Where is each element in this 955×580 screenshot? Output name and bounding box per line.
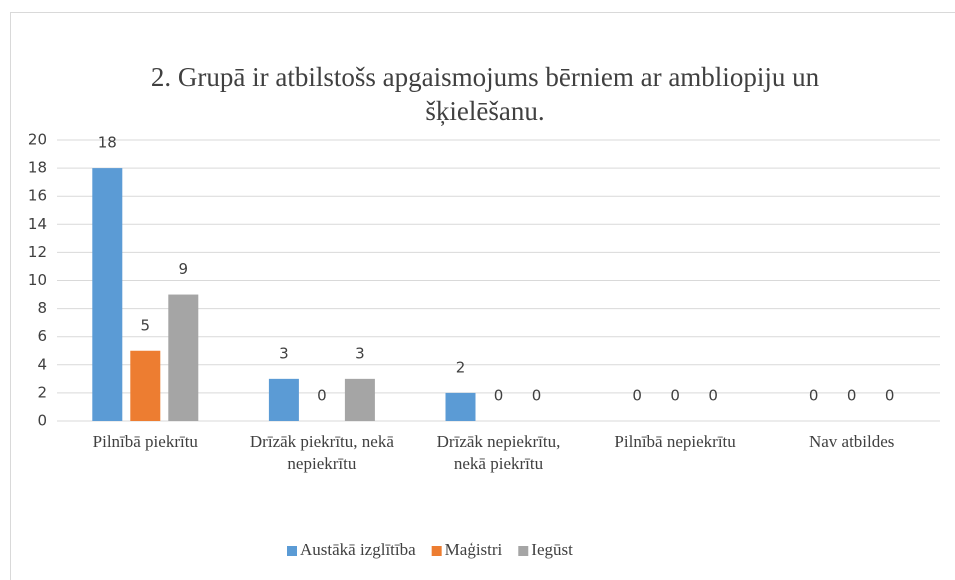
bar: [92, 168, 123, 421]
x-tick-label: Pilnībā piekrītu: [92, 432, 198, 451]
data-label: 18: [98, 134, 117, 152]
y-tick-label: 20: [28, 131, 47, 149]
y-tick-label: 18: [28, 159, 47, 177]
data-label: 9: [179, 260, 189, 278]
data-label: 0: [885, 387, 895, 405]
y-tick-label: 6: [37, 327, 47, 345]
data-label: 3: [355, 344, 365, 362]
bar: [268, 378, 299, 421]
data-label: 0: [670, 387, 680, 405]
legend-label: Iegūst: [531, 540, 573, 559]
data-label: 5: [141, 316, 151, 334]
bar: [445, 392, 476, 421]
y-tick-label: 16: [28, 187, 47, 205]
y-tick-label: 12: [28, 243, 47, 261]
bar: [168, 294, 199, 421]
data-label: 0: [708, 387, 718, 405]
x-tick-label: Drīzāk nepiekrītu, nekā piekrītu: [436, 432, 561, 473]
chart-frame: [10, 12, 955, 580]
data-label: 0: [632, 387, 642, 405]
x-tick-label: Pilnībā nepiekrītu: [614, 432, 736, 451]
y-tick-label: 14: [28, 215, 47, 233]
data-label: 3: [279, 344, 289, 362]
y-tick-label: 8: [37, 299, 47, 317]
data-label: 0: [317, 387, 327, 405]
y-tick-label: 4: [37, 355, 47, 373]
bar: [344, 378, 375, 421]
data-label: 2: [456, 358, 466, 376]
x-tick-label: Drīzāk piekrītu, nekā nepiekrītu: [249, 432, 394, 473]
legend-swatch: [518, 546, 529, 556]
data-label: 0: [809, 387, 819, 405]
x-tick-label: Nav atbildes: [808, 432, 895, 451]
legend-swatch: [287, 546, 297, 556]
data-label: 0: [532, 387, 542, 405]
legend-label: Maģistri: [445, 540, 503, 559]
legend-swatch: [431, 546, 442, 556]
y-tick-label: 10: [28, 271, 47, 289]
bar: [130, 350, 161, 421]
data-label: 0: [494, 387, 504, 405]
data-label: 0: [847, 387, 857, 405]
chart-title: 2. Grupā ir atbilstošs apgaismojums bērn…: [150, 62, 820, 126]
y-tick-label: 2: [37, 383, 47, 401]
legend-label: Austākā izglītība: [300, 540, 416, 559]
y-tick-label: 0: [37, 412, 47, 430]
